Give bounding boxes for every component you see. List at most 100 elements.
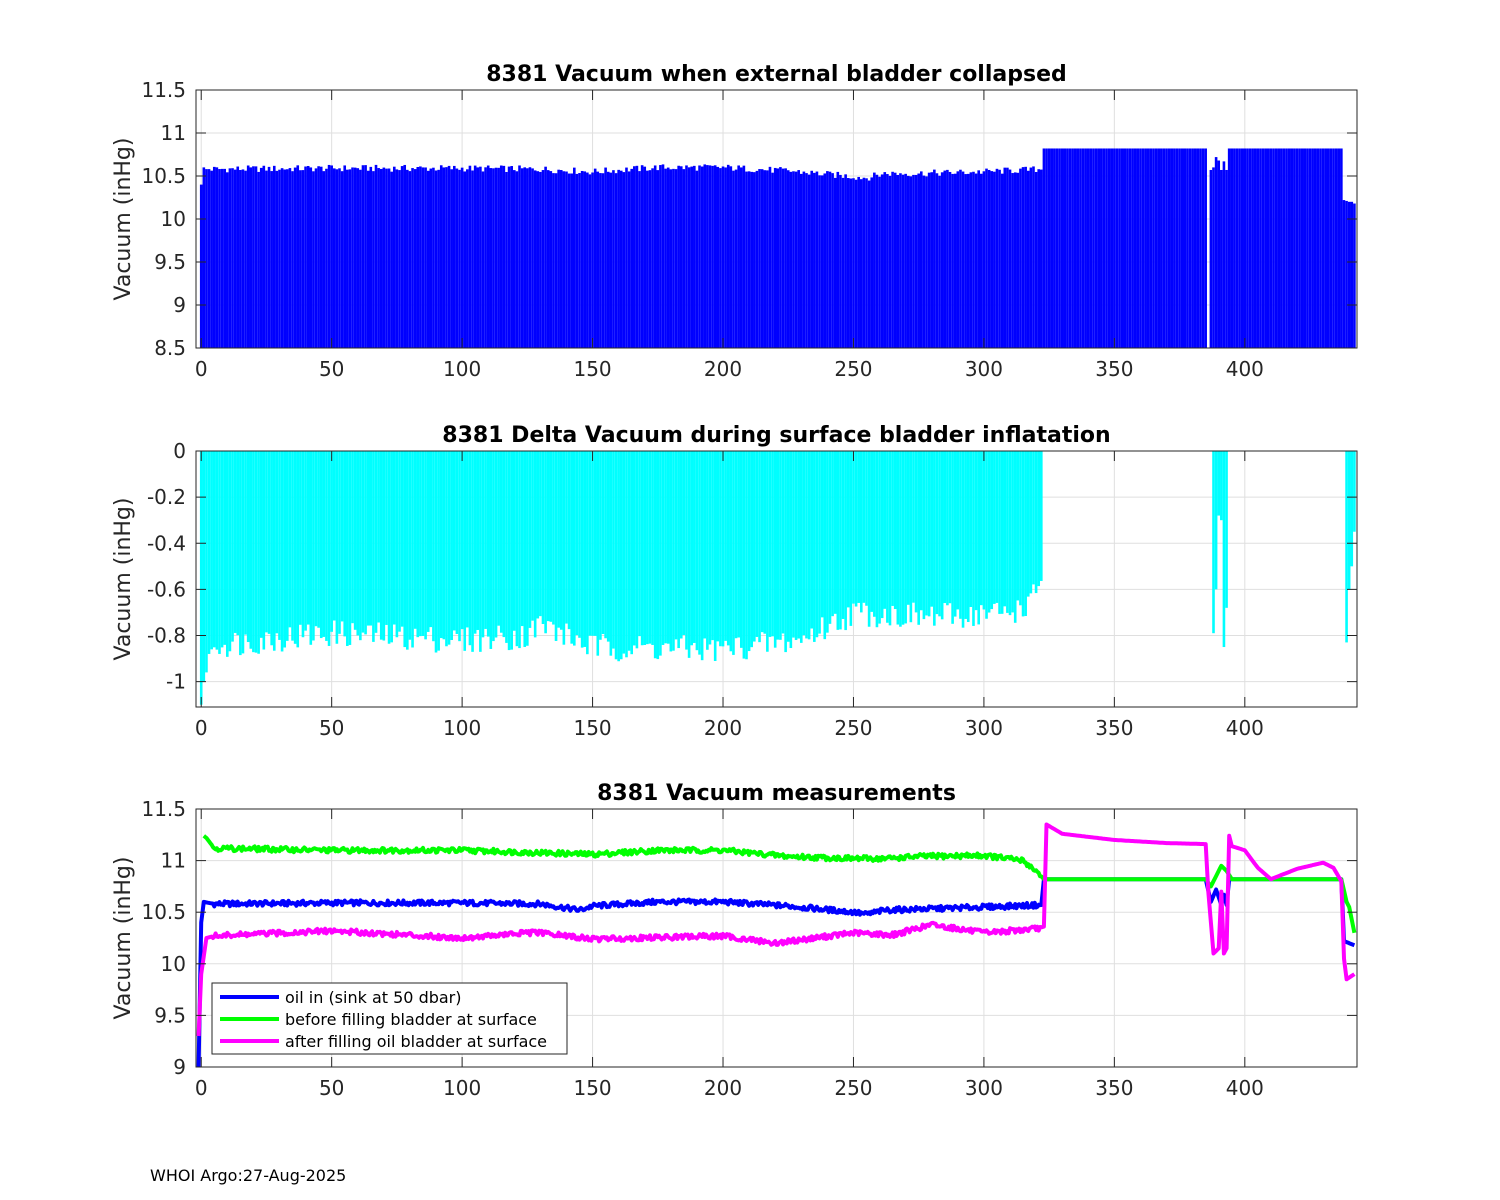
- bar: [831, 451, 834, 617]
- bar: [781, 451, 785, 634]
- bar: [202, 451, 206, 682]
- bar: [755, 451, 759, 637]
- bar: [270, 171, 273, 348]
- bar: [226, 172, 229, 348]
- bar: [411, 451, 414, 648]
- bar: [706, 165, 709, 348]
- bar: [1058, 148, 1061, 348]
- bar: [1324, 148, 1327, 348]
- bar: [737, 165, 740, 348]
- bar: [1006, 167, 1009, 348]
- bar: [925, 451, 928, 616]
- bar: [1327, 148, 1330, 348]
- bar: [426, 451, 430, 632]
- bar: [614, 173, 618, 348]
- bar: [1321, 148, 1325, 348]
- bar: [719, 168, 722, 348]
- bar: [317, 166, 320, 348]
- bar: [272, 165, 276, 348]
- y-tick-label: -0.2: [147, 485, 186, 509]
- bar: [969, 172, 973, 348]
- bar: [442, 167, 446, 348]
- x-tick-label: 350: [1095, 1076, 1133, 1100]
- bar: [1037, 451, 1041, 587]
- bar: [852, 451, 855, 604]
- bar: [1253, 148, 1257, 348]
- y-tick-label: 9.5: [154, 250, 186, 274]
- bar: [374, 451, 378, 633]
- bar: [857, 451, 860, 603]
- bar: [489, 451, 493, 649]
- bar: [246, 165, 250, 348]
- bar: [1024, 451, 1027, 617]
- bar: [267, 451, 271, 634]
- bar: [708, 165, 712, 348]
- bar: [351, 167, 354, 348]
- y-tick-label: 10: [161, 207, 186, 231]
- bar: [432, 451, 435, 642]
- bar: [541, 170, 545, 348]
- bar: [1222, 451, 1226, 648]
- bar: [288, 168, 292, 348]
- bar: [771, 451, 774, 637]
- bar: [844, 451, 847, 631]
- bar: [1073, 148, 1077, 348]
- y-tick-label: 11: [161, 849, 186, 873]
- bar: [419, 166, 422, 348]
- bar: [672, 451, 675, 651]
- x-tick-label: 300: [965, 716, 1003, 740]
- bar: [606, 451, 610, 642]
- bar: [687, 167, 691, 348]
- bar: [1353, 451, 1356, 532]
- bar: [1092, 148, 1095, 348]
- bar: [549, 451, 553, 622]
- bar: [961, 451, 965, 628]
- bar: [374, 164, 378, 348]
- x-tick-label: 50: [319, 1076, 344, 1100]
- bar: [690, 451, 694, 646]
- bar: [499, 451, 503, 633]
- bar: [1209, 169, 1213, 348]
- bar: [1115, 148, 1119, 348]
- bar: [901, 174, 905, 348]
- bar: [387, 451, 391, 644]
- bar: [789, 171, 793, 348]
- bar: [966, 451, 970, 622]
- bar: [1264, 148, 1267, 348]
- bar: [693, 451, 696, 643]
- bar: [455, 168, 459, 348]
- bar: [502, 165, 506, 348]
- bar: [1068, 148, 1072, 348]
- bar: [698, 165, 701, 348]
- bar: [956, 171, 960, 348]
- bar: [656, 451, 660, 660]
- bar: [1006, 451, 1009, 613]
- bar: [721, 451, 725, 647]
- bar: [372, 171, 375, 348]
- bar: [207, 169, 211, 348]
- bar: [546, 170, 550, 348]
- bar: [364, 451, 367, 635]
- bar: [980, 451, 983, 606]
- bar: [330, 165, 333, 348]
- bar: [301, 170, 305, 348]
- bar: [1128, 148, 1132, 348]
- bar: [1160, 148, 1163, 348]
- bar: [703, 164, 707, 348]
- bar: [635, 451, 639, 649]
- bar: [985, 168, 988, 348]
- bar: [909, 176, 913, 348]
- bar: [687, 451, 691, 658]
- bar: [476, 451, 480, 630]
- bar: [820, 451, 824, 618]
- bar: [544, 451, 547, 634]
- bar: [763, 170, 767, 348]
- bar: [1045, 148, 1048, 348]
- bar: [471, 451, 474, 652]
- bar: [664, 168, 667, 348]
- bar: [1136, 148, 1140, 348]
- bar: [813, 451, 816, 642]
- bar: [288, 451, 292, 628]
- bar: [1217, 451, 1221, 516]
- bar: [854, 179, 858, 348]
